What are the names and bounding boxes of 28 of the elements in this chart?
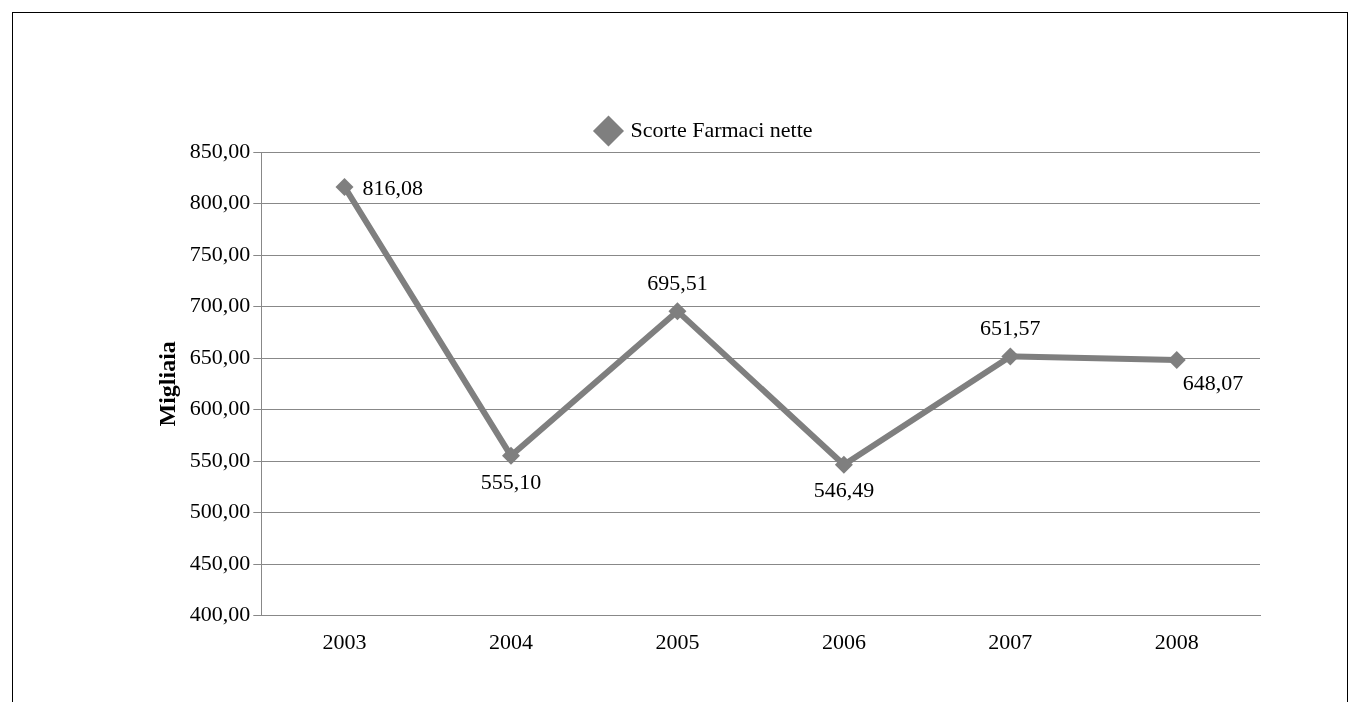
data-label: 555,10: [480, 468, 542, 494]
point: [335, 177, 354, 196]
y-tick-label: 600,00: [189, 395, 251, 421]
x-tick-label: 2008: [1154, 628, 1199, 654]
y-tick-label: 500,00: [189, 498, 251, 524]
y-tick-label: 450,00: [189, 549, 251, 575]
y-tick-label: 700,00: [189, 292, 251, 318]
data-label: 546,49: [813, 477, 875, 503]
data-label: 648,07: [1182, 369, 1244, 395]
x-tick-label: 2007: [988, 628, 1033, 654]
point: [834, 455, 853, 474]
y-tick-label: 650,00: [189, 343, 251, 369]
y-tick-label: 850,00: [189, 137, 251, 163]
x-tick-label: 2006: [821, 628, 866, 654]
y-tick-label: 800,00: [189, 189, 251, 215]
x-tick-label: 2004: [488, 628, 533, 654]
y-tick-label: 750,00: [189, 240, 251, 266]
y-tick-label: 550,00: [189, 446, 251, 472]
data-label: 816,08: [362, 174, 424, 200]
data-label: 695,51: [647, 269, 708, 295]
data-label: 651,57: [980, 315, 1041, 341]
x-tick-label: 2003: [322, 628, 367, 654]
y-tick-label: 400,00: [189, 601, 251, 627]
x-tick-label: 2005: [655, 628, 700, 654]
point: [501, 446, 520, 465]
y-axis-title: Migliaia: [153, 341, 180, 427]
point: [668, 302, 687, 321]
legend-label: Scorte Farmaci nette: [630, 116, 813, 142]
